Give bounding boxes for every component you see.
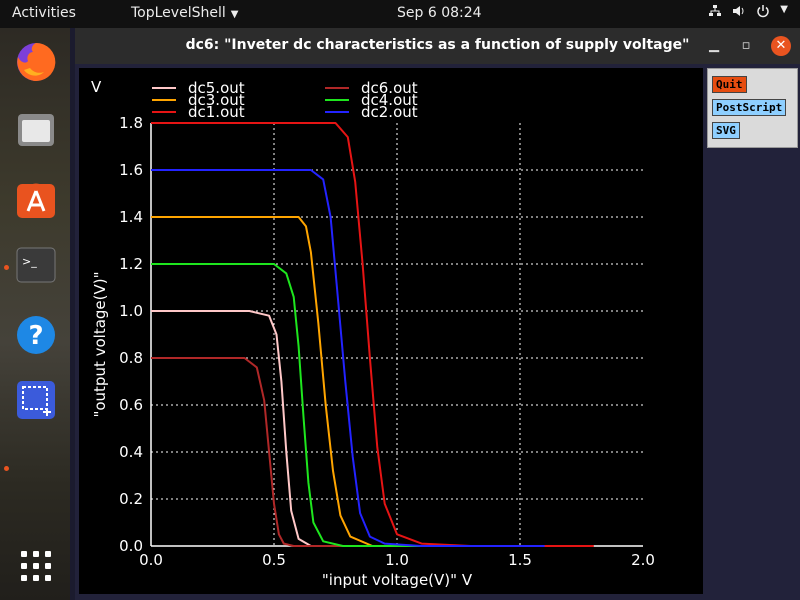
- y-tick-label: 1.8: [119, 114, 143, 132]
- terminal-icon[interactable]: >_: [14, 243, 58, 287]
- series-line-dc6-out: [151, 357, 348, 547]
- window-title: dc6: "Inveter dc characteristics as a fu…: [185, 37, 690, 53]
- y-tick-label: 0.2: [119, 490, 143, 508]
- power-icon[interactable]: [756, 4, 770, 22]
- maximize-icon[interactable]: ▫: [741, 38, 751, 53]
- screenshot-icon[interactable]: [14, 378, 58, 422]
- plot-area[interactable]: 0.0 0.5 1.0 1.5 2.0 0.0 0.2 0.4 0.6 0.8 1.0 1.2 1.4 1…: [79, 68, 703, 594]
- legend-label: dc3.out: [188, 91, 245, 109]
- y-unit-label: V: [91, 78, 102, 96]
- x-tick-label: 0.0: [139, 551, 163, 569]
- activities-button[interactable]: Activities: [12, 5, 76, 21]
- minimize-icon[interactable]: ▁: [709, 38, 719, 53]
- button-panel: Quit PostScript SVG: [707, 68, 798, 148]
- firefox-icon[interactable]: [14, 40, 58, 84]
- window-titlebar[interactable]: dc6: "Inveter dc characteristics as a fu…: [75, 28, 800, 64]
- legend-label: dc1.out: [188, 103, 245, 121]
- svg-text:?: ?: [28, 321, 43, 351]
- dock: >_ ?: [0, 28, 70, 600]
- chart[interactable]: 0.0 0.5 1.0 1.5 2.0 0.0 0.2 0.4 0.6 0.8 1.0 1.2 1.4 1…: [79, 68, 703, 594]
- system-tray[interactable]: ▼: [708, 4, 788, 22]
- app-menu[interactable]: TopLevelShell ▼: [131, 5, 238, 21]
- postscript-button[interactable]: PostScript: [712, 99, 787, 116]
- series-line-dc5-out: [151, 310, 397, 547]
- running-indicator: [4, 265, 9, 270]
- legend-label: dc6.out: [361, 79, 418, 97]
- legend-label: dc5.out: [188, 79, 245, 97]
- x-axis-label: "input voltage(V)" V: [322, 571, 473, 589]
- svg-button[interactable]: SVG: [712, 122, 740, 139]
- software-store-icon[interactable]: [14, 178, 58, 222]
- help-icon[interactable]: ?: [14, 313, 58, 357]
- plot-window: dc6: "Inveter dc characteristics as a fu…: [75, 28, 800, 600]
- series-line-dc3-out: [151, 216, 496, 547]
- y-tick-label: 0.6: [119, 396, 143, 414]
- y-tick-label: 1.6: [119, 161, 143, 179]
- app-grid-icon[interactable]: [14, 544, 58, 588]
- clock[interactable]: Sep 6 08:24: [397, 5, 482, 21]
- network-icon[interactable]: [708, 4, 722, 22]
- y-tick-label: 1.2: [119, 255, 143, 273]
- quit-button[interactable]: Quit: [712, 76, 747, 93]
- x-tick-label: 1.5: [508, 551, 532, 569]
- y-tick-label: 0.4: [119, 443, 143, 461]
- chevron-down-icon[interactable]: ▼: [780, 4, 788, 15]
- x-tick-label: 2.0: [631, 551, 655, 569]
- volume-icon[interactable]: [732, 4, 746, 22]
- y-axis-label: "output voltage(V)": [91, 271, 109, 417]
- y-tick-label: 0.8: [119, 349, 143, 367]
- close-icon[interactable]: ✕: [771, 36, 791, 56]
- series-line-dc4-out: [151, 263, 447, 547]
- y-tick-label: 1.4: [119, 208, 143, 226]
- running-indicator: [4, 466, 9, 471]
- legend-label: dc2.out: [361, 103, 418, 121]
- files-icon[interactable]: [14, 108, 58, 152]
- series-line-dc2-out: [151, 169, 545, 547]
- chevron-down-icon: ▼: [230, 9, 239, 20]
- app-name: TopLevelShell: [131, 5, 226, 21]
- svg-text:>_: >_: [22, 255, 37, 268]
- series-line-dc1-out: [151, 122, 594, 547]
- y-tick-label: 1.0: [119, 302, 143, 320]
- legend-label: dc4.out: [361, 91, 418, 109]
- top-bar: Activities TopLevelShell ▼ Sep 6 08:24 ▼: [0, 0, 800, 28]
- x-tick-label: 1.0: [385, 551, 409, 569]
- y-tick-label: 0.0: [119, 537, 143, 555]
- x-tick-label: 0.5: [262, 551, 286, 569]
